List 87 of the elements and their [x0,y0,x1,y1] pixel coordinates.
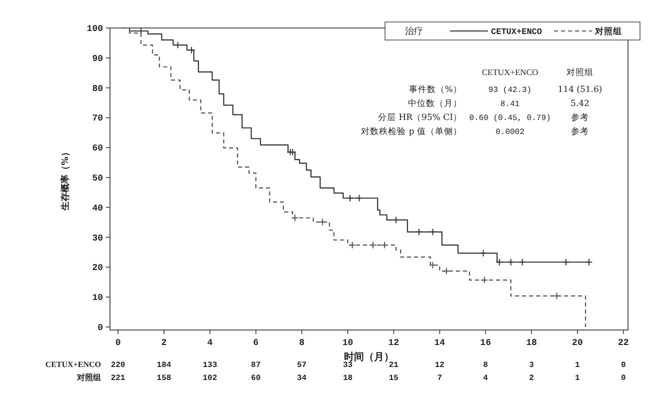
point [430,228,436,236]
y-tick-label: 40 [92,203,103,214]
text: 3 [529,361,534,370]
text: 1 [575,361,580,370]
annotation: 93 (42.3) [488,86,532,95]
text: 221 [110,374,126,383]
text: 0 [621,374,626,383]
y-tick-label: 50 [92,174,103,184]
y-tick-label: 60 [92,144,103,154]
x-tick-label: 18 [526,338,537,348]
y-tick-label: 30 [92,233,103,244]
text: 60 [251,374,261,383]
text: 15 [388,374,399,383]
legend-label: CETUX+ENCO [491,27,542,37]
annotation: 参考 [571,112,589,123]
point [346,194,354,202]
point [443,268,450,274]
point [381,242,388,248]
point [586,258,592,266]
x-tick-label: 12 [388,338,400,348]
point [356,194,362,202]
annotation: 0.60 (0.45, 0.79) [469,114,551,123]
x-axis-title: 时间（月） [344,351,394,363]
point [562,258,570,266]
x-tick-label: 6 [253,338,259,348]
x-tick-label: 14 [434,338,446,348]
legend-label: 对照组 [594,26,622,37]
text: 102 [202,374,218,383]
y-axis-title: 生存概率（%） [60,148,71,212]
annotation: 中位数（月） [408,98,462,109]
text: 21 [388,361,399,370]
legend-title: 治疗 [405,26,423,37]
y-tick-label: 90 [92,54,103,64]
x-tick-label: 20 [572,338,583,348]
y-tick-label: 100 [86,24,103,34]
text: 0 [621,361,626,370]
point [508,258,514,266]
annotation: 事件数（%） [408,84,462,95]
point [481,276,488,284]
x-tick-label: 22 [618,338,629,348]
text: 34 [297,374,307,383]
y-tick-label: 10 [92,293,103,304]
annotation: 对照组 [566,67,594,78]
text: 对照组 [76,372,101,382]
point [188,46,195,54]
annotation: 0.0002 [496,128,525,137]
point [416,228,422,236]
annotation: 114 (51.6) [558,85,602,95]
point [292,214,298,222]
x-tick-label: 4 [207,338,214,348]
text: 133 [202,361,218,370]
text: 220 [110,361,126,370]
annotation: 8.41 [500,100,520,109]
x-tick-label: 2 [161,338,167,348]
text: 184 [156,361,172,370]
annotation: 5.42 [570,99,590,109]
x-tick-label: 0 [115,338,121,348]
x-tick-label: 10 [342,338,354,348]
annotation: 对数秩检验 p 值（单侧） [361,126,462,137]
point [370,242,376,248]
text: 7 [437,374,442,383]
text: 18 [342,374,353,383]
text: 33 [342,361,353,370]
text: 8 [483,361,488,370]
annotation: 参考 [571,126,589,137]
y-tick-label: 80 [92,84,103,94]
point [554,292,560,300]
text: 158 [156,374,172,383]
text: 4 [483,374,488,383]
y-tick-label: 0 [98,323,103,334]
text: 87 [251,361,261,370]
point [430,262,436,268]
text: 2 [529,374,534,383]
point [480,250,486,256]
annotation: 分层 HR（95% CI） [378,112,462,123]
text: CETUX+ENCO [45,360,101,369]
text: 12 [434,361,445,370]
y-tick-label: 70 [92,114,103,124]
point [519,258,526,266]
annotation: CETUX+ENCO [482,67,538,77]
text: 57 [297,361,307,370]
text: 1 [575,374,580,383]
x-tick-label: 16 [480,338,491,348]
point [349,242,356,248]
y-tick-label: 20 [92,263,103,274]
point [496,258,503,266]
x-tick-label: 8 [299,338,305,348]
